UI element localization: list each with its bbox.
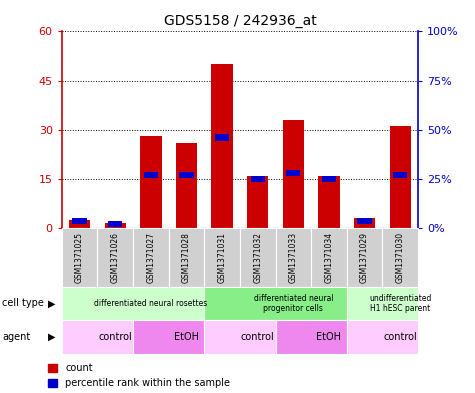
Text: undifferentiated
H1 hESC parent: undifferentiated H1 hESC parent — [369, 294, 431, 313]
Bar — [204, 228, 240, 287]
Bar — [276, 320, 347, 354]
Bar — [286, 170, 300, 176]
Bar — [276, 228, 311, 287]
Bar — [390, 127, 411, 228]
Bar — [311, 228, 347, 287]
Bar — [62, 228, 97, 287]
Bar — [180, 172, 194, 178]
Text: ▶: ▶ — [48, 298, 55, 309]
Bar — [211, 64, 233, 228]
Text: differentiated neural rosettes: differentiated neural rosettes — [94, 299, 208, 308]
Title: GDS5158 / 242936_at: GDS5158 / 242936_at — [163, 14, 316, 28]
Text: GSM1371032: GSM1371032 — [253, 232, 262, 283]
Text: GSM1371026: GSM1371026 — [111, 232, 120, 283]
Bar — [347, 287, 418, 320]
Bar — [215, 134, 229, 141]
Bar — [382, 228, 418, 287]
Bar — [133, 228, 169, 287]
Bar — [354, 218, 375, 228]
Text: GSM1371028: GSM1371028 — [182, 232, 191, 283]
Bar — [62, 287, 204, 320]
Bar — [97, 228, 133, 287]
Text: GSM1371025: GSM1371025 — [75, 232, 84, 283]
Bar — [251, 176, 265, 182]
Bar — [322, 176, 336, 182]
Text: cell type: cell type — [2, 298, 44, 309]
Bar — [347, 320, 418, 354]
Text: ▶: ▶ — [48, 332, 55, 342]
Text: agent: agent — [2, 332, 30, 342]
Bar — [104, 223, 126, 228]
Bar — [69, 220, 90, 228]
Bar — [169, 228, 204, 287]
Bar — [62, 320, 133, 354]
Bar — [108, 221, 123, 227]
Bar — [140, 136, 162, 228]
Text: control: control — [383, 332, 417, 342]
Bar — [204, 287, 347, 320]
Bar — [357, 218, 371, 224]
Text: GSM1371029: GSM1371029 — [360, 232, 369, 283]
Bar — [133, 320, 204, 354]
Text: control: control — [241, 332, 275, 342]
Text: GSM1371031: GSM1371031 — [218, 232, 227, 283]
Bar — [347, 228, 382, 287]
Bar — [176, 143, 197, 228]
Legend: count, percentile rank within the sample: count, percentile rank within the sample — [48, 363, 230, 388]
Text: GSM1371030: GSM1371030 — [396, 232, 405, 283]
Text: GSM1371034: GSM1371034 — [324, 232, 333, 283]
Text: EtOH: EtOH — [316, 332, 342, 342]
Bar — [247, 176, 268, 228]
Bar — [240, 228, 276, 287]
Bar — [283, 120, 304, 228]
Bar — [318, 176, 340, 228]
Text: differentiated neural
progenitor cells: differentiated neural progenitor cells — [254, 294, 333, 313]
Bar — [204, 320, 276, 354]
Text: control: control — [98, 332, 132, 342]
Text: GSM1371033: GSM1371033 — [289, 232, 298, 283]
Bar — [143, 172, 158, 178]
Text: GSM1371027: GSM1371027 — [146, 232, 155, 283]
Text: EtOH: EtOH — [174, 332, 199, 342]
Bar — [393, 172, 407, 178]
Bar — [72, 218, 86, 224]
